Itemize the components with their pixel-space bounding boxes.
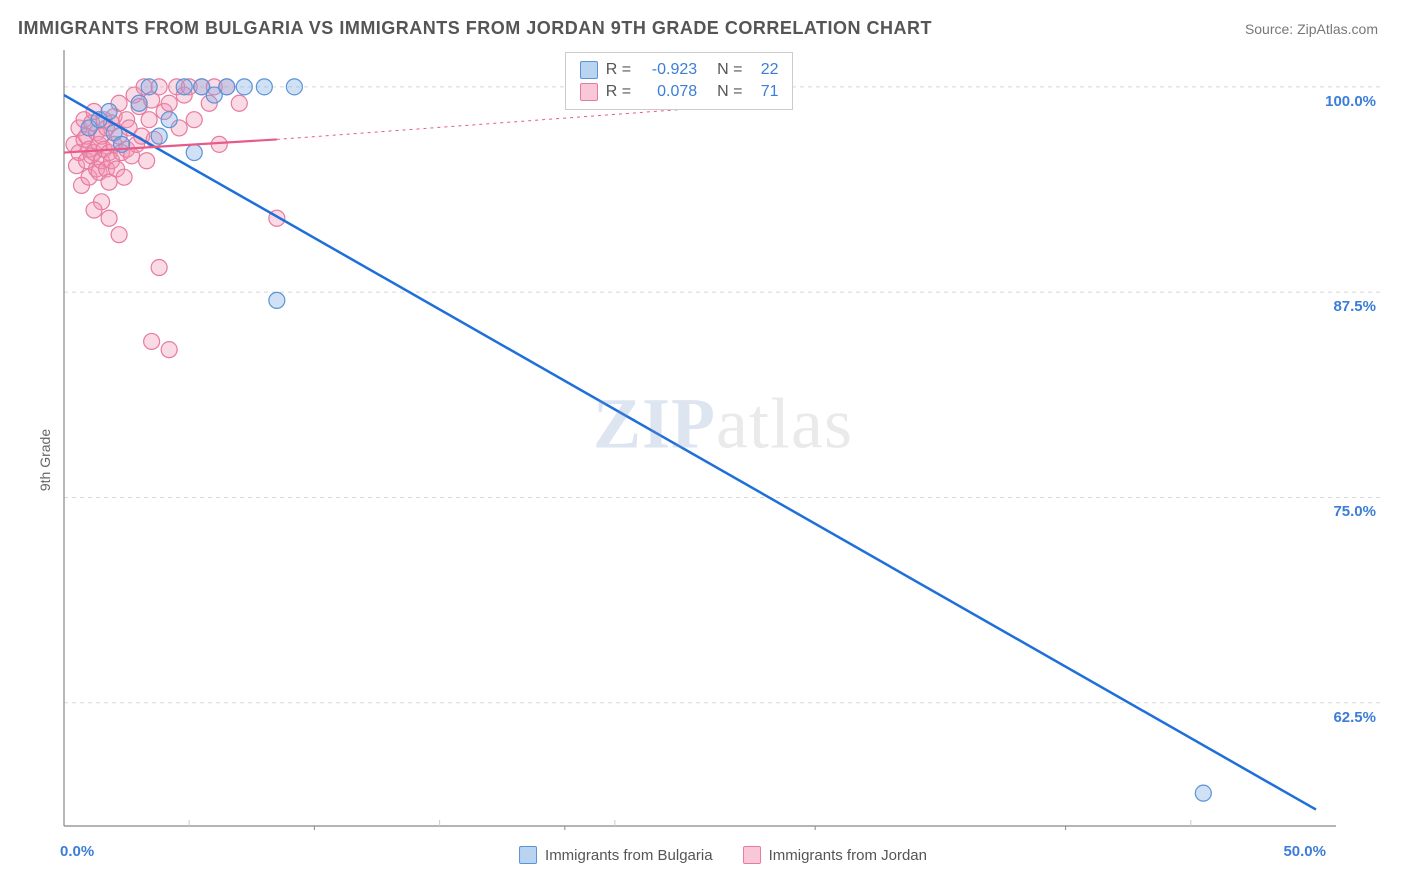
correlation-legend-box: R = -0.923 N = 22 R = 0.078 N = 71 [565,52,794,110]
legend-r-label: R = [606,61,631,79]
legend-label: Immigrants from Bulgaria [545,847,713,864]
scatter-svg [60,50,1386,830]
y-tick-label: 100.0% [1325,93,1376,110]
legend-item: Immigrants from Bulgaria [519,846,713,864]
y-tick-label: 75.0% [1333,503,1376,520]
chart-source: Source: ZipAtlas.com [1245,21,1378,37]
chart-title: IMMIGRANTS FROM BULGARIA VS IMMIGRANTS F… [18,18,932,39]
y-axis-label: 9th Grade [37,429,53,491]
legend-swatch [580,61,598,79]
legend-n-value: 22 [750,61,778,79]
chart-container: 9th Grade ZIPatlas 100.0%87.5%75.0%62.5%… [32,50,1386,870]
legend-row: R = -0.923 N = 22 [580,59,779,81]
legend-r-value: 0.078 [639,83,697,101]
legend-swatch [580,83,598,101]
chart-header: IMMIGRANTS FROM BULGARIA VS IMMIGRANTS F… [0,0,1406,49]
legend-r-label: R = [606,83,631,101]
legend-r-value: -0.923 [639,61,697,79]
plot-area: ZIPatlas 100.0%87.5%75.0%62.5% R = -0.92… [60,50,1386,830]
legend-n-label: N = [717,61,742,79]
legend-label: Immigrants from Jordan [769,847,927,864]
y-tick-label: 62.5% [1333,709,1376,726]
legend-n-label: N = [717,83,742,101]
y-tick-label: 87.5% [1333,298,1376,315]
x-tick-right: 50.0% [1283,843,1326,860]
legend-swatch [519,846,537,864]
x-tick-left: 0.0% [60,843,94,860]
series-legend: Immigrants from Bulgaria Immigrants from… [519,846,927,864]
legend-row: R = 0.078 N = 71 [580,81,779,103]
legend-item: Immigrants from Jordan [743,846,927,864]
x-axis-labels: 0.0% Immigrants from Bulgaria Immigrants… [60,836,1386,870]
legend-n-value: 71 [750,83,778,101]
legend-swatch [743,846,761,864]
